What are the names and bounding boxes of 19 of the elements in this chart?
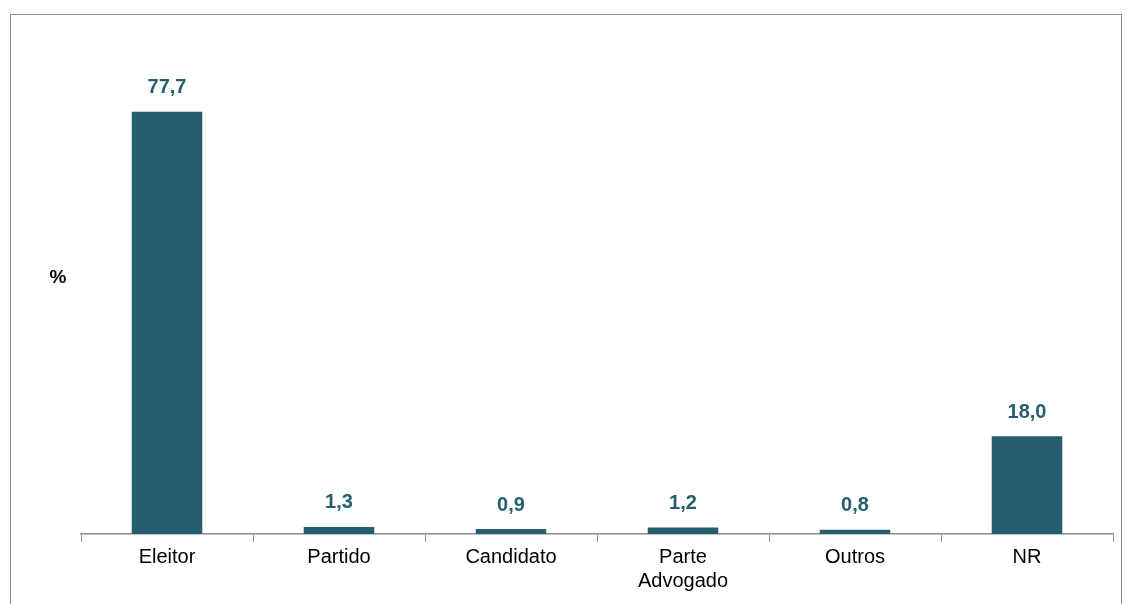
data-label: 77,7 (147, 75, 187, 98)
data-label: 1,3 (325, 490, 353, 513)
bar (475, 529, 547, 534)
bar (991, 436, 1063, 534)
data-label: 0,9 (497, 492, 525, 515)
y-axis-title: % (49, 266, 67, 288)
x-tick-label: Partido (307, 544, 371, 567)
bar (131, 111, 203, 534)
bar (819, 529, 891, 534)
data-label: 18,0 (1007, 399, 1047, 422)
x-tick-label: Outros (824, 544, 886, 567)
x-tick-label: NR (1012, 544, 1042, 567)
data-label: 0,8 (841, 493, 869, 516)
bar (303, 526, 375, 534)
bar (647, 527, 719, 534)
x-tick-label: Eleitor (138, 544, 196, 567)
x-tick-label: Candidato (465, 544, 557, 567)
data-label: 1,2 (669, 491, 697, 513)
x-tick-label: Parte Advogado (637, 544, 729, 591)
